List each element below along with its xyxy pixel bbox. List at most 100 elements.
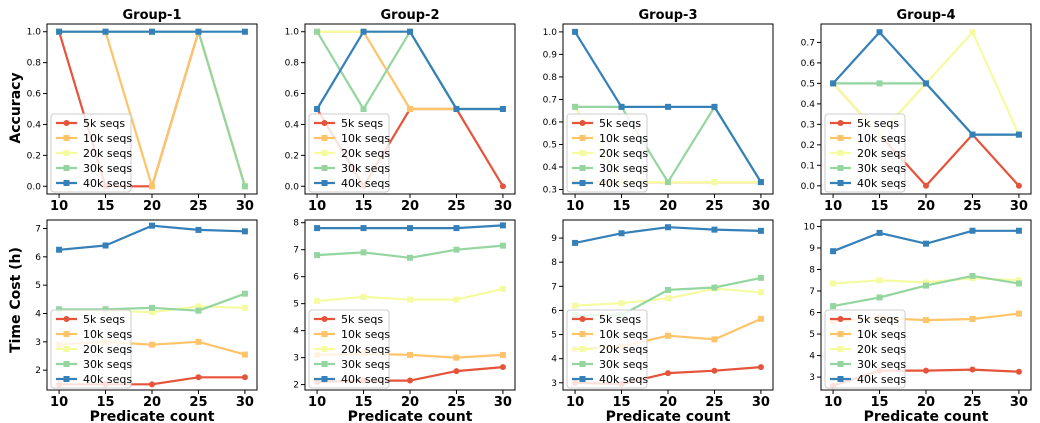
data-point <box>241 183 248 190</box>
legend-marker <box>321 331 328 337</box>
data-point <box>407 351 413 358</box>
legend-box <box>824 113 906 193</box>
legend-marker <box>321 376 328 382</box>
data-point <box>618 230 625 237</box>
legend-label: 20k seqs <box>341 343 390 356</box>
data-point <box>923 317 929 324</box>
y-tick-label: 0.0 <box>27 182 42 192</box>
data-point <box>757 179 764 186</box>
legend-marker <box>63 376 70 382</box>
legend-marker <box>63 150 70 156</box>
data-point <box>665 332 671 339</box>
panel-7: 10 15 20 25 30 3 4 5 6 7 8 9 Predicate count 5k seqs 1… <box>551 219 774 423</box>
data-point <box>407 254 413 261</box>
series-5 <box>56 28 248 35</box>
data-point <box>923 182 929 189</box>
legend-marker <box>837 165 844 171</box>
data-point <box>102 306 109 313</box>
x-axis-label: Predicate count <box>606 409 731 423</box>
data-point <box>1015 227 1022 234</box>
data-point <box>830 248 837 255</box>
legend-label: 10k seqs <box>83 132 132 145</box>
legend-marker <box>579 135 586 141</box>
panel-title: Group-1 <box>122 8 181 23</box>
y-tick-label: 0.0 <box>285 182 300 192</box>
series-5 <box>314 222 506 232</box>
series-5 <box>572 28 764 186</box>
legend-label: 20k seqs <box>83 147 132 160</box>
series-line <box>316 30 503 111</box>
y-tick-label: 0.8 <box>27 59 42 69</box>
legend-label: 30k seqs <box>857 162 906 175</box>
data-point <box>923 367 929 374</box>
y-tick-label: 5 <box>551 331 557 341</box>
series-4 <box>314 28 506 112</box>
y-tick-label: 5 <box>293 300 299 310</box>
legend-label: 5k seqs <box>599 117 641 130</box>
data-point <box>923 282 929 289</box>
panel-title: Group-3 <box>638 8 697 23</box>
y-tick-label: 0.6 <box>27 90 42 100</box>
x-tick-label: 25 <box>447 395 465 410</box>
x-tick-label: 10 <box>50 395 68 410</box>
data-point <box>757 364 764 371</box>
legend-label: 20k seqs <box>83 343 132 356</box>
legend-marker <box>579 376 586 382</box>
data-point <box>572 28 579 35</box>
data-point <box>360 28 367 35</box>
data-point <box>876 277 883 284</box>
series-line <box>317 30 503 111</box>
data-point <box>149 309 155 316</box>
legend: 5k seqs 10k seqs 20k seqs 30k seqs 40k seqs <box>824 113 906 193</box>
y-tick-label: 7 <box>809 287 815 297</box>
data-point <box>665 295 671 302</box>
legend: 5k seqs 10k seqs 20k seqs 30k seqs 40k seqs <box>566 309 648 389</box>
y-tick-label: 6 <box>551 306 557 316</box>
y-tick-label: 7 <box>551 282 557 292</box>
y-tick-label: 6 <box>293 273 299 283</box>
y-tick-label: 0.9 <box>543 50 558 60</box>
legend: 5k seqs 10k seqs 20k seqs 30k seqs 40k seqs <box>50 113 132 193</box>
y-tick-label: 2 <box>35 366 41 376</box>
data-point <box>195 374 202 381</box>
data-point <box>56 246 63 253</box>
panels-group: Group-110 15 20 25 300.00.20.40.60.81.05k se… <box>27 8 1032 423</box>
legend-marker <box>579 180 586 186</box>
y-tick-label: 0.1 <box>801 161 815 171</box>
data-point <box>969 272 976 279</box>
data-point <box>923 279 929 286</box>
y-tick-label: 0.8 <box>543 73 558 83</box>
data-point <box>876 294 883 301</box>
legend-marker <box>63 135 70 141</box>
data-point <box>665 370 671 377</box>
y-tick-label: 10 <box>804 222 816 232</box>
data-point <box>407 106 413 112</box>
legend-label: 5k seqs <box>341 313 383 326</box>
x-tick-label: 10 <box>308 395 326 410</box>
legend: 5k seqs 10k seqs 20k seqs 30k seqs 40k seqs <box>308 309 390 389</box>
data-point <box>665 103 671 110</box>
data-point <box>102 28 109 35</box>
data-point <box>453 246 460 253</box>
data-point <box>360 106 367 112</box>
legend-label: 5k seqs <box>83 117 125 130</box>
legend-label: 40k seqs <box>857 373 906 386</box>
legend-box <box>566 113 648 193</box>
legend-marker <box>321 316 328 322</box>
legend-box <box>50 113 132 193</box>
legend-label: 10k seqs <box>341 328 390 341</box>
data-point <box>453 368 460 375</box>
data-point <box>665 224 671 231</box>
y-tick-label: 4 <box>35 310 41 320</box>
data-point <box>195 28 202 35</box>
data-point <box>830 80 837 87</box>
data-point <box>149 183 155 190</box>
x-tick-label: 15 <box>96 199 114 214</box>
data-point <box>969 315 976 322</box>
data-point <box>757 289 764 296</box>
data-point <box>1015 280 1022 287</box>
y-tick-label: 9 <box>809 244 815 254</box>
y-tick-label: 0.4 <box>285 120 300 130</box>
data-point <box>757 227 764 234</box>
data-point <box>499 106 506 112</box>
